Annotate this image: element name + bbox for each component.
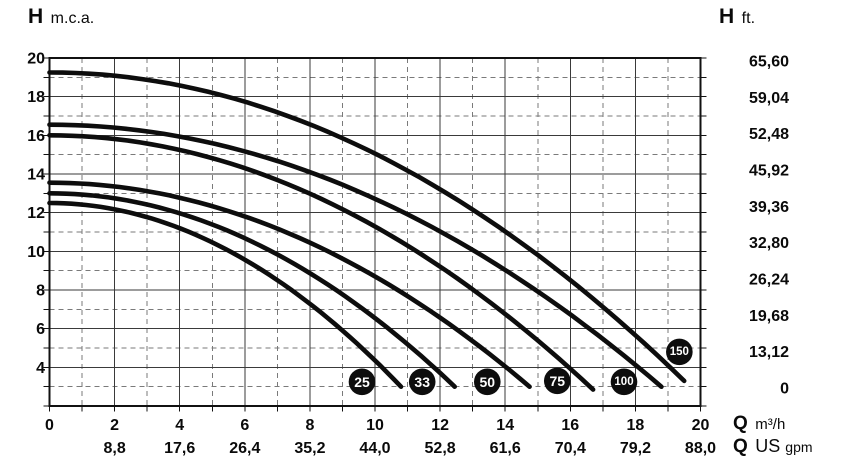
x-secondary-label-61,6: 61,6 [490,440,521,457]
curve-badge-label-50: 50 [480,374,496,390]
y-right-label-45,92: 45,92 [749,163,789,180]
curve-badge-33: 33 [408,368,436,396]
left-axis-unit: m.c.a. [50,10,95,27]
x-axis-secondary-symbol: Q [733,436,749,457]
right-axis-unit: ft. [741,10,756,27]
y-left-label-4: 4 [36,360,45,377]
y-right-label-65,60: 65,60 [749,54,789,71]
y-right-label-26,24: 26,24 [749,272,789,289]
x-primary-label-4: 4 [175,417,184,434]
x-axis-primary-labels: 0 2 4 6 8 10 12 14 16 18 20 [45,417,709,434]
pump-curve-50 [47,180,532,390]
y-axis-right-labels: 65,60 59,04 52,48 45,92 39,36 32,80 26,24 19,68… [749,54,789,398]
curve-badge-label-150: 150 [670,346,689,358]
right-axis-symbol: H [719,5,735,28]
y-left-label-20: 20 [27,51,45,68]
y-right-label-13,12: 13,12 [749,344,789,361]
pump-curve-150 [47,70,687,384]
curve-badge-circle-150 [666,338,693,366]
curve-badge-circle-33 [408,368,436,396]
curve-badge-label-25: 25 [354,374,370,390]
x-primary-label-6: 6 [240,417,249,434]
curve-badge-25: 25 [348,368,376,396]
x-secondary-label-8,8: 8,8 [103,440,125,457]
curve-badge-circle-50 [473,368,501,396]
curve-badge-100: 100 [610,368,638,396]
curve-badge-75: 75 [543,367,571,395]
curve-badge-50: 50 [473,368,501,396]
x-secondary-label-35,2: 35,2 [294,440,325,457]
y-left-label-12: 12 [27,205,45,222]
x-primary-label-12: 12 [431,417,449,434]
x-primary-label-2: 2 [110,417,119,434]
left-axis-symbol: H [28,5,44,28]
x-secondary-label-26,4: 26,4 [229,440,260,457]
y-left-label-10: 10 [27,244,45,261]
pump-curve-100 [47,122,664,390]
y-axis-left-labels: 20 18 16 14 12 10 8 6 4 [27,51,45,377]
pump-curve-75 [47,133,596,392]
y-right-label-19,68: 19,68 [749,308,789,325]
curve-badge-150: 150 [666,338,693,366]
x-axis-secondary-unit-small: gpm [785,439,813,455]
right-axis-title: H ft. [719,5,755,29]
curve-badge-circle-25 [348,368,376,396]
y-right-label-39,36: 39,36 [749,199,789,216]
x-primary-label-16: 16 [561,417,579,434]
y-right-label-52,48: 52,48 [749,126,789,143]
x-axis-secondary-labels: 8,8 17,6 26,4 35,2 44,0 52,8 61,6 70,4 79,2 88,0 [103,440,716,457]
curve-badge-label-33: 33 [414,374,430,390]
y-right-label-32,80: 32,80 [749,235,789,252]
x-primary-label-0: 0 [45,417,54,434]
x-secondary-label-70,4: 70,4 [555,440,586,457]
left-axis-title: H m.c.a. [28,5,94,29]
y-left-label-18: 18 [27,89,45,106]
y-left-label-14: 14 [27,167,45,184]
pump-curve-33 [47,191,458,390]
x-secondary-label-44,0: 44,0 [359,440,390,457]
y-right-label-0: 0 [780,381,789,398]
x-secondary-label-17,6: 17,6 [164,440,195,457]
x-primary-label-10: 10 [366,417,384,434]
x-secondary-label-88,0: 88,0 [685,440,716,457]
x-axis-primary-symbol: Q [733,413,749,434]
x-axis-primary-unit-label: Q m³/h [733,413,785,435]
curve-badge-label-75: 75 [549,373,565,389]
curve-badge-label-100: 100 [614,376,633,388]
y-left-label-8: 8 [36,283,45,300]
curve-badges: 25 33 50 75 100 150 [348,338,693,396]
y-left-label-6: 6 [36,321,45,338]
x-secondary-label-52,8: 52,8 [425,440,456,457]
x-primary-label-14: 14 [496,417,514,434]
curve-badge-circle-75 [543,367,571,395]
pump-curves [47,70,687,392]
x-axis-secondary-unit-main: US [755,436,781,456]
y-right-label-59,04: 59,04 [749,90,789,107]
x-axis-secondary-unit-label: Q US gpm [733,436,813,458]
x-primary-label-20: 20 [692,417,710,434]
x-primary-label-18: 18 [627,417,645,434]
axis-ticks [43,57,707,412]
x-axis-primary-unit: m³/h [755,416,786,433]
x-secondary-label-79,2: 79,2 [620,440,651,457]
x-primary-label-8: 8 [305,417,314,434]
pump-curve-25 [47,200,404,390]
curve-badge-circle-100 [610,368,638,396]
y-left-label-16: 16 [27,128,45,145]
